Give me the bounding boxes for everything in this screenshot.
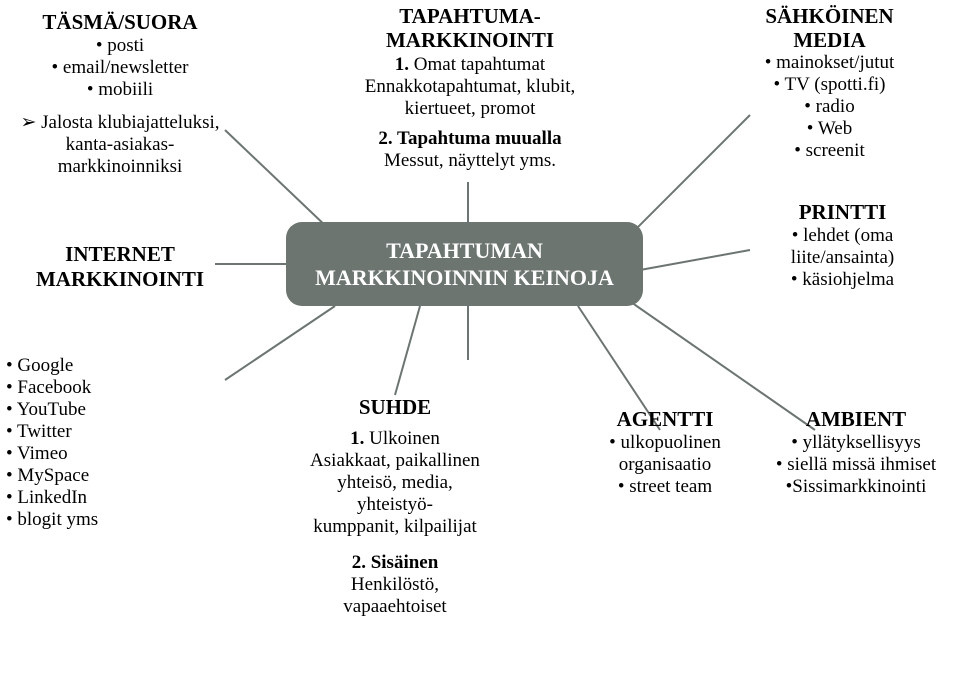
text: TAPAHTUMA- (399, 4, 541, 28)
heading-suhde: SUHDE (255, 395, 535, 420)
text: 1. Ulkoinen (350, 428, 440, 449)
text: • Vimeo (6, 443, 155, 465)
text: 2. Sisäinen (352, 552, 439, 573)
text: MARKKINOINTI (386, 28, 554, 52)
text: • screenit (722, 140, 937, 162)
text: yhteisö, media, (255, 472, 535, 494)
text: INTERNET (65, 242, 175, 266)
text: • LinkedIn (6, 487, 155, 509)
box-tasma-suora: TÄSMÄ/SUORA • posti • email/newsletter •… (10, 10, 230, 178)
text: SÄHKÖINEN (765, 4, 893, 28)
text: •Sissimarkkinointi (752, 476, 960, 498)
text: • mobiili (10, 79, 230, 101)
heading-tasma: TÄSMÄ/SUORA (10, 10, 230, 35)
heading-agentti: AGENTTI (575, 407, 755, 432)
text: • street team (575, 476, 755, 498)
box-agentti: AGENTTI • ulkopuolinen organisaatio • st… (575, 407, 755, 498)
text: • TV (spotti.fi) (722, 74, 937, 96)
text: • email/newsletter (10, 57, 230, 79)
text: MEDIA (793, 28, 865, 52)
text: kumppanit, kilpailijat (255, 516, 535, 538)
heading-printti: PRINTTI (745, 200, 940, 225)
text: • yllätyksellisyys (752, 432, 960, 454)
text: • siellä missä ihmiset (752, 454, 960, 476)
text: kanta-asiakas- (10, 134, 230, 156)
text: • MySpace (6, 465, 155, 487)
box-ambient: AMBIENT • yllätyksellisyys • siellä miss… (752, 407, 960, 498)
text: MARKKINOINTI (36, 267, 204, 291)
text: • Web (722, 118, 937, 140)
text: • Facebook (6, 377, 155, 399)
text: • Google (6, 355, 155, 377)
text: • lehdet (oma (745, 225, 940, 247)
text: kiertueet, promot (315, 98, 625, 120)
text: liite/ansainta) (745, 247, 940, 269)
text: Ennakkotapahtumat, klubit, (315, 76, 625, 98)
box-internet-heading: INTERNET MARKKINOINTI (10, 242, 230, 292)
text: • radio (722, 96, 937, 118)
text: • ulkopuolinen (575, 432, 755, 454)
box-tapahtuma-mark: TAPAHTUMA- MARKKINOINTI 1. Omat tapahtum… (315, 4, 625, 172)
text: markkinoinniksi (10, 156, 230, 178)
text: ➢ Jalosta klubiajatteluksi, (10, 111, 230, 134)
text: yhteistyö- (255, 494, 535, 516)
text: • mainokset/jutut (722, 52, 937, 74)
hub-center: TAPAHTUMANMARKKINOINNIN KEINOJA (286, 222, 643, 306)
text: organisaatio (575, 454, 755, 476)
hub-text: TAPAHTUMANMARKKINOINNIN KEINOJA (315, 237, 614, 292)
text: 2. Tapahtuma muualla (378, 128, 561, 149)
text: Messut, näyttelyt yms. (315, 150, 625, 172)
box-internet-list: • Google • Facebook • YouTube • Twitter … (0, 355, 155, 531)
box-suhde: SUHDE 1. Ulkoinen Asiakkaat, paikallinen… (255, 395, 535, 618)
heading-sahkoinen: SÄHKÖINEN MEDIA (722, 4, 937, 52)
text: Henkilöstö, (255, 574, 535, 596)
text: • YouTube (6, 399, 155, 421)
box-printti: PRINTTI • lehdet (oma liite/ansainta) • … (745, 200, 940, 291)
heading-internet: INTERNET MARKKINOINTI (10, 242, 230, 292)
text: 1. Omat tapahtumat (395, 54, 545, 75)
text: • käsiohjelma (745, 269, 940, 291)
heading-tapahtuma: TAPAHTUMA- MARKKINOINTI (315, 4, 625, 52)
heading-ambient: AMBIENT (752, 407, 960, 432)
text: Asiakkaat, paikallinen (255, 450, 535, 472)
text: • Twitter (6, 421, 155, 443)
text: • posti (10, 35, 230, 57)
text: • blogit yms (6, 509, 155, 531)
text: vapaaehtoiset (255, 596, 535, 618)
box-sahkoinen: SÄHKÖINEN MEDIA • mainokset/jutut • TV (… (722, 4, 937, 162)
